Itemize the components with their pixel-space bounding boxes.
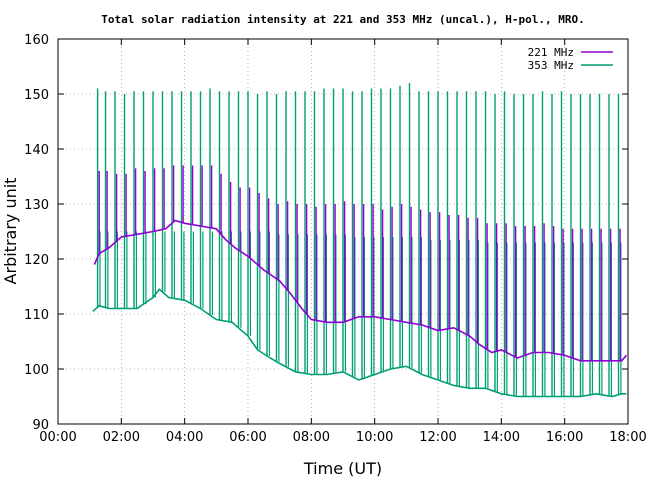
x-tick-label: 14:00 [483,430,520,445]
x-axis-label: Time (UT) [303,459,382,478]
y-tick-label: 150 [24,88,49,103]
x-tick-label: 02:00 [103,430,140,445]
y-ticks: 90 100 110 120 130 140 150 160 [24,33,628,433]
y-tick-label: 110 [24,308,49,323]
x-tick-label: 16:00 [546,430,583,445]
x-ticks: 00:00 02:00 04:00 06:00 08:00 10:00 12:00 14:00… [39,39,647,445]
series-353-mhz [92,83,627,398]
x-tick-label: 04:00 [166,430,203,445]
plot-area [92,83,628,398]
x-tick-label: 06:00 [229,430,266,445]
x-tick-label: 18:00 [609,430,646,445]
y-tick-label: 130 [24,198,49,213]
series-line [93,219,628,362]
x-tick-label: 12:00 [419,430,456,445]
y-tick-label: 90 [32,418,49,433]
series-221-mhz [93,165,628,362]
y-tick-label: 100 [24,363,49,378]
y-tick-label: 160 [24,33,49,48]
legend-label: 353 MHz [528,59,574,72]
y-tick-label: 140 [24,143,49,158]
x-tick-label: 08:00 [293,430,330,445]
y-tick-label: 120 [24,253,49,268]
legend-label: 221 MHz [528,46,574,59]
x-tick-label: 00:00 [39,430,76,445]
series-line [92,288,627,398]
y-axis-label: Arbitrary unit [1,178,20,285]
x-tick-label: 10:00 [356,430,393,445]
plot-frame [57,38,629,425]
chart-title: Total solar radiation intensity at 221 a… [101,13,584,26]
